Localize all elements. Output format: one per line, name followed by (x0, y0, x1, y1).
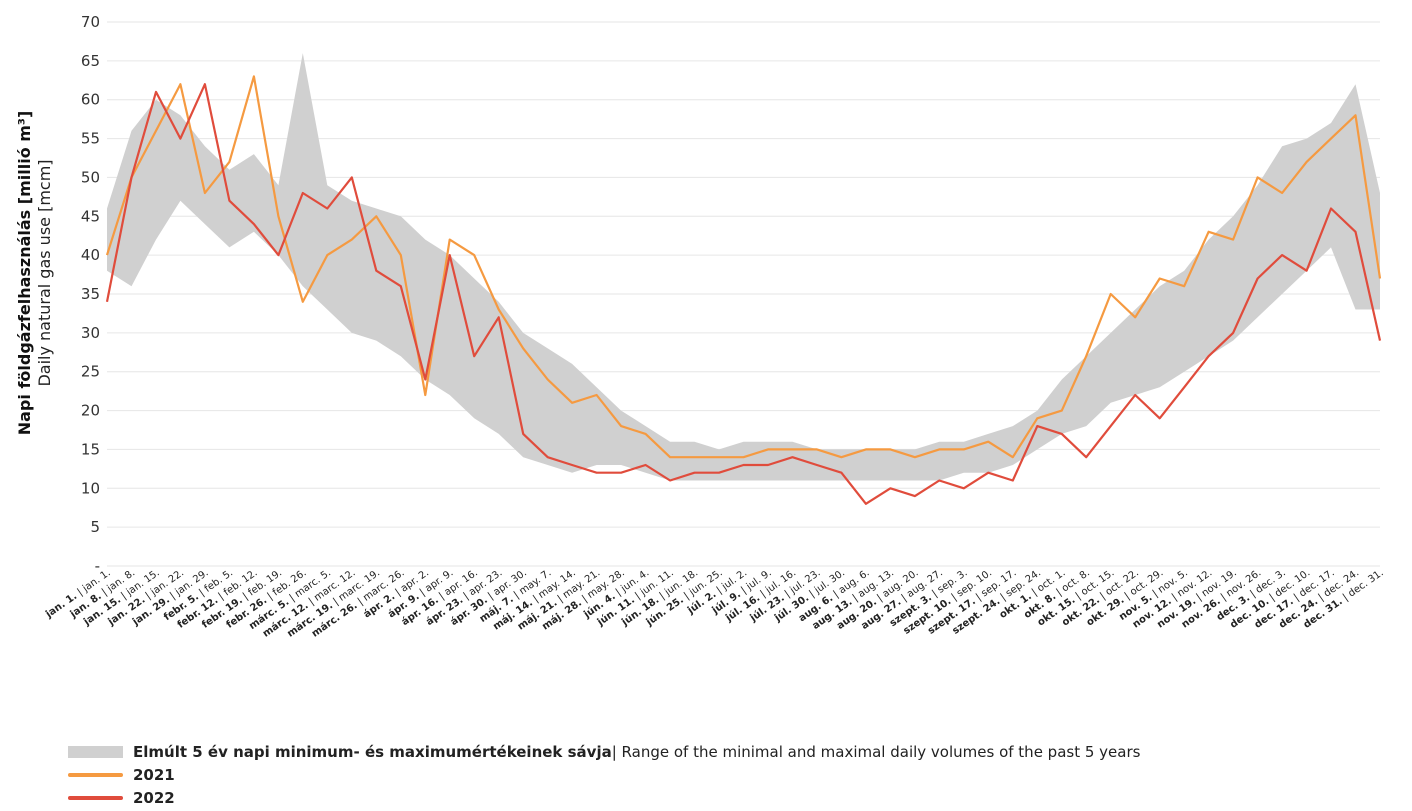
legend-swatch-2022 (68, 795, 123, 800)
y-tick-label: 30 (81, 324, 100, 342)
y-tick-label: 15 (81, 440, 100, 458)
y-axis-label-en: Daily natural gas use [mcm] (35, 159, 54, 386)
legend-item-2022: 2022 (68, 786, 1140, 809)
range-band (107, 53, 1380, 481)
y-tick-label: 50 (81, 168, 100, 186)
legend-band-bold: Elmúlt 5 év napi minimum- és maximumérté… (133, 742, 612, 761)
y-axis-label-hu: Napi földgázfelhasználás [millió m³] (15, 111, 34, 436)
gas-use-chart: - 5 10 15 20 25 30 35 40 45 50 55 60 65 70 jan. 1. | j… (15, 13, 1386, 640)
y-tick-label: 25 (81, 363, 100, 381)
y-tick-label: 70 (81, 13, 100, 31)
legend-label-2021: 2021 (133, 765, 175, 784)
series-line-2021 (105, 75, 1382, 459)
y-tick-label: 5 (90, 518, 100, 536)
y-tick-label: 60 (81, 91, 100, 109)
y-tick-label: 35 (81, 285, 100, 303)
y-tick-label: 55 (81, 130, 100, 148)
legend-label-2022: 2022 (133, 788, 175, 807)
y-tick-labels: - 5 10 15 20 25 30 35 40 45 50 55 60 65 70 (81, 13, 100, 575)
series-line-2022 (105, 83, 1382, 505)
x-tick-labels: jan. 1. | jan. 1.jan. 8. | jan. 8.jan. 1… (43, 567, 1386, 639)
y-tick-label: 45 (81, 207, 100, 225)
y-tick-label: - (95, 557, 100, 575)
y-tick-label: 65 (81, 52, 100, 70)
legend-item-2021: 2021 (68, 763, 1140, 786)
legend-swatch-2021 (68, 772, 123, 777)
legend-swatch-band (68, 745, 123, 758)
y-tick-label: 10 (81, 479, 100, 497)
legend-band-rest: | Range of the minimal and maximal daily… (611, 742, 1141, 761)
legend: Elmúlt 5 év napi minimum- és maximumérté… (68, 740, 1140, 809)
series-lines (105, 75, 1382, 505)
legend-item-band: Elmúlt 5 év napi minimum- és maximumérté… (68, 740, 1140, 763)
y-tick-label: 40 (81, 246, 100, 264)
y-tick-label: 20 (81, 402, 100, 420)
series-band-past-5-years (107, 53, 1380, 481)
